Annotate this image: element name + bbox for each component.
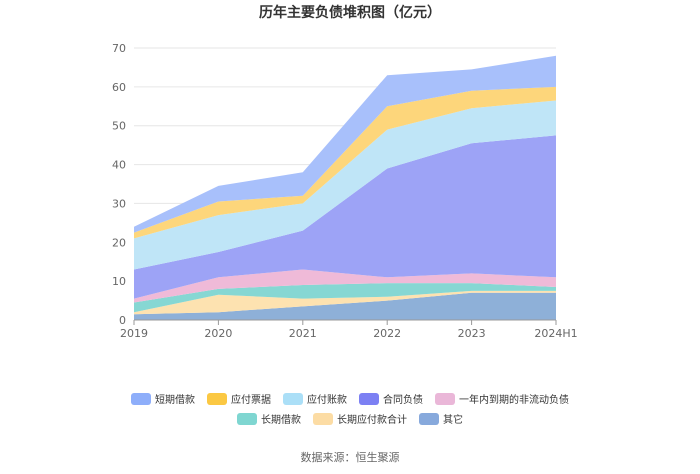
x-tick-label: 2024H1	[534, 327, 577, 340]
area-series-4	[134, 135, 556, 299]
legend-swatch	[237, 412, 257, 425]
legend-item[interactable]: 一年内到期的非流动负债	[435, 391, 569, 406]
area-series	[134, 55, 556, 320]
y-tick-label: 50	[112, 120, 126, 133]
x-tick-label: 2020	[204, 327, 232, 340]
y-tick-label: 20	[112, 236, 126, 249]
area-series-0	[134, 292, 556, 320]
legend-item[interactable]: 合同负债	[359, 391, 423, 406]
x-tick-label: 2021	[289, 327, 317, 340]
legend-swatch	[283, 392, 303, 405]
axes: 0 10 20 30 40 50 60 70 2019 2020 2021 2022 2023 2024H…	[112, 42, 578, 340]
y-tick-label: 40	[112, 159, 126, 172]
x-tick-label: 2023	[458, 327, 486, 340]
legend-swatch	[359, 392, 379, 405]
legend-label: 应付账款	[307, 395, 347, 406]
legend-swatch	[207, 392, 227, 405]
data-source-note: 数据来源：恒生聚源	[300, 451, 400, 464]
legend-label: 长期应付款合计	[337, 415, 407, 426]
area-series-5	[134, 100, 556, 270]
y-tick-label: 30	[112, 197, 126, 210]
legend-label: 合同负债	[383, 395, 423, 406]
legend-swatch	[435, 392, 455, 405]
legend-row-1: 短期借款 应付票据 应付账款 合同负债 一年内到期的非流动负债	[0, 391, 700, 408]
legend-item[interactable]: 应付票据	[207, 391, 271, 406]
y-tick-label: 70	[112, 42, 126, 55]
legend-swatch	[313, 412, 333, 425]
legend-item[interactable]: 长期借款	[237, 411, 301, 426]
legend-row-2: 长期借款 长期应付款合计 其它	[0, 411, 700, 428]
legend-item[interactable]: 长期应付款合计	[313, 411, 407, 426]
area-series-6	[134, 86, 556, 239]
x-tick-label: 2019	[120, 327, 148, 340]
area-series-3	[134, 269, 556, 303]
y-tick-label: 0	[119, 314, 126, 327]
legend-swatch	[419, 412, 439, 425]
legend-swatch	[131, 392, 151, 405]
area-series-7	[134, 55, 556, 233]
y-tick-label: 60	[112, 81, 126, 94]
legend-label: 长期借款	[261, 415, 301, 426]
y-tick-label: 10	[112, 275, 126, 288]
x-tick-label: 2022	[373, 327, 401, 340]
legend-label: 应付票据	[231, 395, 271, 406]
legend-label: 短期借款	[155, 395, 195, 406]
legend-label: 一年内到期的非流动负债	[459, 395, 569, 406]
legend-item[interactable]: 短期借款	[131, 391, 195, 406]
area-series-2	[134, 283, 556, 313]
area-series-1	[134, 290, 556, 315]
legend-item[interactable]: 应付账款	[283, 391, 347, 406]
legend-label: 其它	[443, 415, 463, 426]
legend-item[interactable]: 其它	[419, 411, 463, 426]
chart-title: 历年主要负债堆积图（亿元）	[259, 5, 441, 21]
